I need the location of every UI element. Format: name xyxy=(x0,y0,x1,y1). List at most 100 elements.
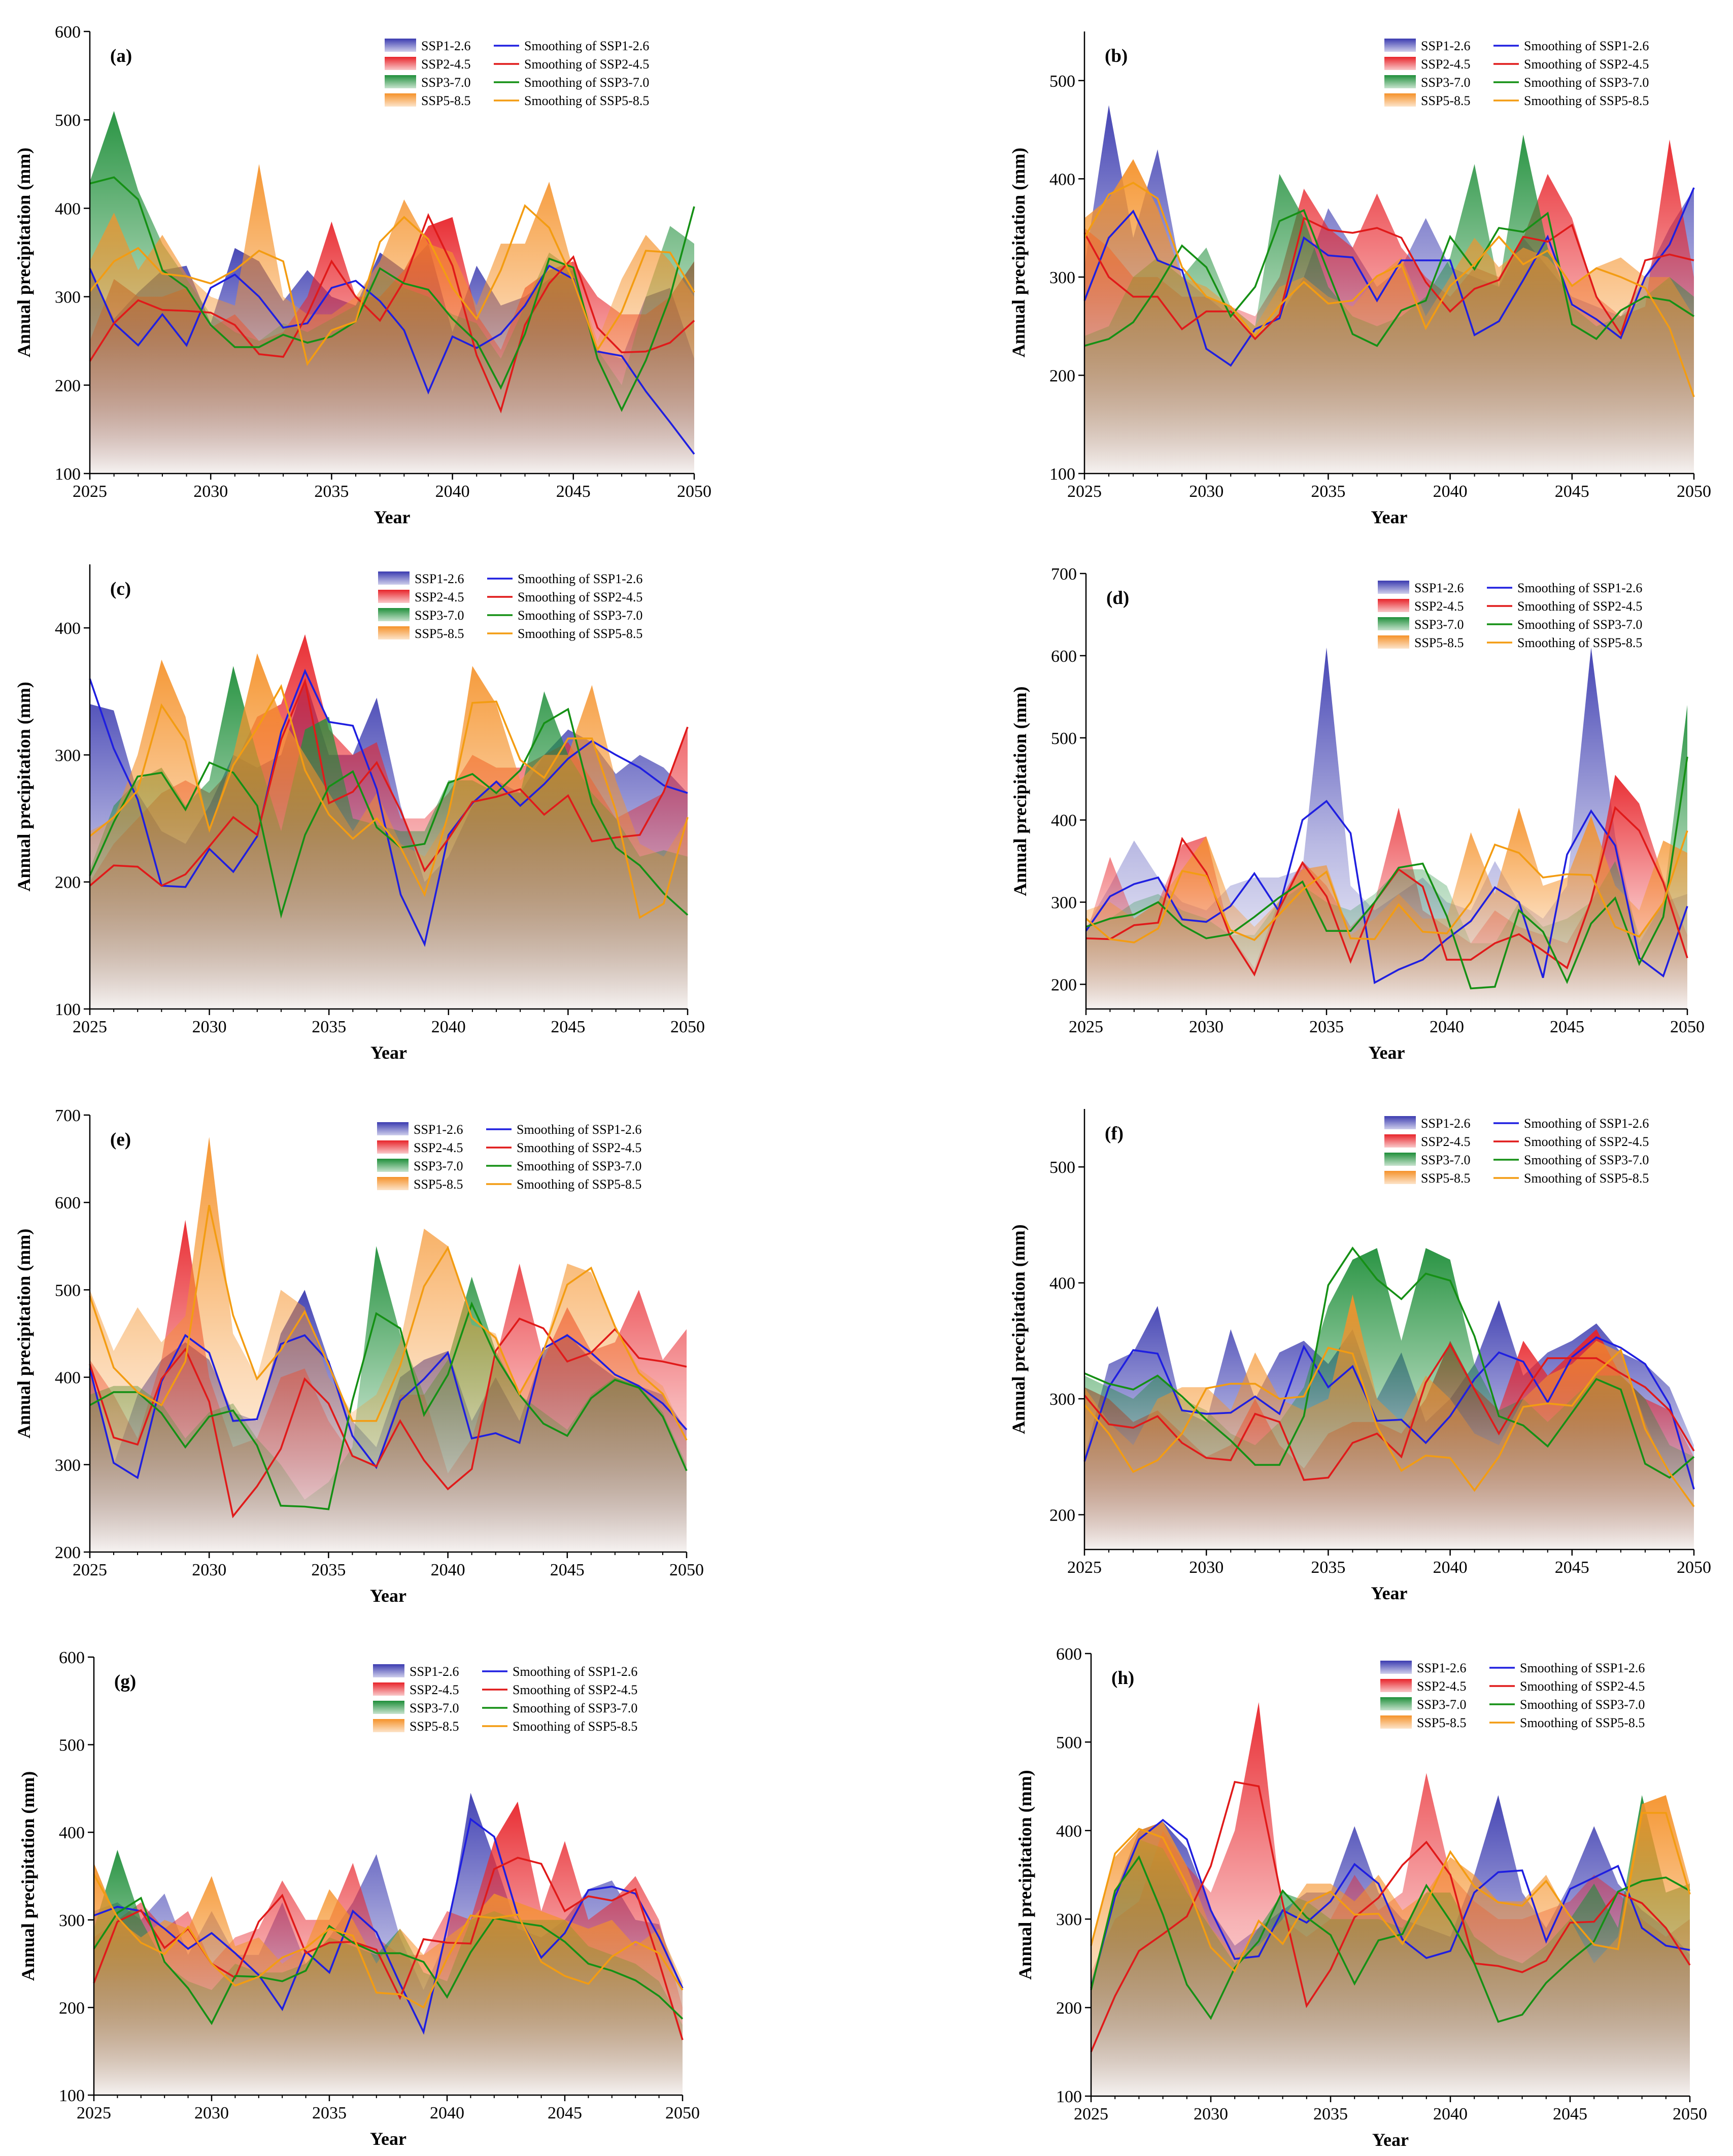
legend-label-sm126: Smoothing of SSP1-2.6 xyxy=(1520,1661,1645,1675)
legend-swatch-ssp245 xyxy=(1380,1679,1412,1692)
legend-swatch-ssp585 xyxy=(373,1719,404,1732)
y-tick-label: 100 xyxy=(59,2086,85,2105)
line-sm126 xyxy=(1085,799,1688,985)
x-tick-label: 2030 xyxy=(194,2104,229,2123)
line-sm585 xyxy=(89,204,695,366)
legend-label-ssp370: SSP3-7.0 xyxy=(1421,1153,1471,1167)
legend-swatch-ssp245 xyxy=(1384,1134,1416,1148)
y-axis-title: Annual precipitation (mm) xyxy=(1008,148,1029,357)
y-tick-label: 200 xyxy=(1056,1999,1082,2018)
chart-panel-d: 2025 2030 2035 2040 2045 2050 200 300 400 500 600 7… xyxy=(1010,565,1705,1063)
legend-swatch-ssp585 xyxy=(1378,635,1409,649)
line-sm370 xyxy=(1090,1855,1690,2023)
panel-label: (h) xyxy=(1111,1668,1134,1689)
x-tick-label: 2025 xyxy=(73,1018,107,1036)
line-sm585 xyxy=(1090,1812,1691,1973)
panel-label: (e) xyxy=(110,1129,131,1150)
line-sm126 xyxy=(1090,1818,1690,1989)
y-tick-label: 400 xyxy=(1051,812,1077,830)
y-tick-label: 500 xyxy=(55,111,81,130)
legend-label-ssp126: SSP1-2.6 xyxy=(1414,581,1464,595)
legend-label-sm585: Smoothing of SSP5-8.5 xyxy=(1524,1171,1649,1186)
y-tick-label: 100 xyxy=(1049,465,1075,484)
x-tick-label: 2030 xyxy=(192,1561,226,1579)
y-axis-title: Annual precipitation (mm) xyxy=(14,682,34,891)
legend-label-ssp370: SSP3-7.0 xyxy=(421,75,471,90)
panel-label: (b) xyxy=(1105,46,1128,66)
x-tick-label: 2040 xyxy=(435,482,470,501)
x-tick-label: 2050 xyxy=(670,1018,705,1036)
legend-swatch-ssp370 xyxy=(373,1701,404,1714)
y-tick-label: 200 xyxy=(1049,366,1075,385)
x-axis-title: Year xyxy=(374,507,411,527)
legend-label-sm245: Smoothing of SSP2-4.5 xyxy=(1517,599,1642,614)
legend-label-ssp245: SSP2-4.5 xyxy=(1421,1134,1471,1149)
line-sm126 xyxy=(89,668,688,947)
legend-label-sm245: Smoothing of SSP2-4.5 xyxy=(1524,57,1649,72)
area-series-ssp585 xyxy=(90,653,688,1009)
x-tick-label: 2050 xyxy=(677,482,711,501)
x-tick-label: 2050 xyxy=(1677,482,1711,501)
legend-label-ssp126: SSP1-2.6 xyxy=(1421,1116,1471,1131)
y-tick-label: 300 xyxy=(59,1911,85,1930)
legend-swatch-ssp370 xyxy=(1384,1153,1416,1166)
x-tick-label: 2050 xyxy=(1677,1558,1711,1577)
x-tick-label: 2035 xyxy=(1311,482,1345,501)
x-tick-label: 2045 xyxy=(1555,1558,1589,1577)
y-tick-label: 500 xyxy=(1056,1733,1082,1752)
y-tick-label: 100 xyxy=(1056,2087,1082,2106)
x-tick-label: 2040 xyxy=(1433,2105,1468,2124)
x-tick-label: 2030 xyxy=(192,1018,227,1036)
chart-panel-a: 2025 2030 2035 2040 2045 2050 100 200 300 400 500 6… xyxy=(14,23,711,527)
x-tick-label: 2045 xyxy=(551,1018,585,1036)
x-axis-title: Year xyxy=(1371,1583,1408,1603)
x-tick-label: 2035 xyxy=(1311,1558,1345,1577)
area-series-ssp585 xyxy=(1091,1795,1690,2096)
legend-label-sm370: Smoothing of SSP3-7.0 xyxy=(1517,617,1642,632)
legend-swatch-ssp370 xyxy=(378,608,410,621)
x-axis-title: Year xyxy=(1369,1042,1405,1063)
legend-label-ssp585: SSP5-8.5 xyxy=(410,1719,459,1734)
y-tick-label: 500 xyxy=(1051,729,1077,748)
legend-swatch-ssp126 xyxy=(1378,581,1409,594)
legend-label-sm370: Smoothing of SSP3-7.0 xyxy=(1524,1153,1649,1167)
x-tick-label: 2025 xyxy=(77,2104,111,2123)
line-sm585 xyxy=(89,684,689,919)
legend-label-sm585: Smoothing of SSP5-8.5 xyxy=(513,1719,637,1734)
line-sm245 xyxy=(89,678,689,887)
x-tick-label: 2040 xyxy=(430,2104,464,2123)
legend-swatch-ssp126 xyxy=(373,1664,404,1677)
area-series-ssp585 xyxy=(90,164,694,474)
legend-label-ssp126: SSP1-2.6 xyxy=(414,1122,463,1137)
y-tick-label: 600 xyxy=(55,1194,81,1212)
x-tick-label: 2025 xyxy=(1067,1558,1102,1577)
legend-label-sm585: Smoothing of SSP5-8.5 xyxy=(517,1177,641,1192)
x-tick-label: 2035 xyxy=(314,482,349,501)
x-tick-label: 2045 xyxy=(556,482,591,501)
panel-label: (a) xyxy=(110,46,132,66)
legend-label-ssp585: SSP5-8.5 xyxy=(1414,635,1464,650)
panel-label: (c) xyxy=(110,579,131,599)
y-tick-label: 600 xyxy=(1056,1645,1082,1664)
legend-label-sm245: Smoothing of SSP2-4.5 xyxy=(1524,1134,1649,1149)
y-tick-label: 200 xyxy=(1049,1506,1075,1525)
y-tick-label: 100 xyxy=(55,1000,81,1019)
y-tick-label: 100 xyxy=(55,465,81,484)
legend-label-ssp126: SSP1-2.6 xyxy=(421,39,471,53)
legend-label-ssp370: SSP3-7.0 xyxy=(1414,617,1464,632)
x-tick-label: 2035 xyxy=(312,2104,347,2123)
legend-label-ssp245: SSP2-4.5 xyxy=(1417,1679,1467,1694)
line-sm585 xyxy=(1085,830,1688,944)
y-tick-label: 400 xyxy=(59,1824,85,1842)
legend-label-sm370: Smoothing of SSP3-7.0 xyxy=(1524,75,1649,90)
legend-label-sm126: Smoothing of SSP1-2.6 xyxy=(524,39,649,53)
line-sm370 xyxy=(1084,209,1694,347)
y-axis-title: Annual precipitation (mm) xyxy=(14,148,34,357)
y-tick-label: 200 xyxy=(55,873,81,892)
legend-swatch-ssp370 xyxy=(1380,1697,1412,1710)
legend-label-sm126: Smoothing of SSP1-2.6 xyxy=(1524,1116,1649,1131)
x-tick-label: 2030 xyxy=(1194,2105,1228,2124)
x-tick-label: 2025 xyxy=(1074,2105,1108,2124)
x-tick-label: 2045 xyxy=(1553,2105,1587,2124)
